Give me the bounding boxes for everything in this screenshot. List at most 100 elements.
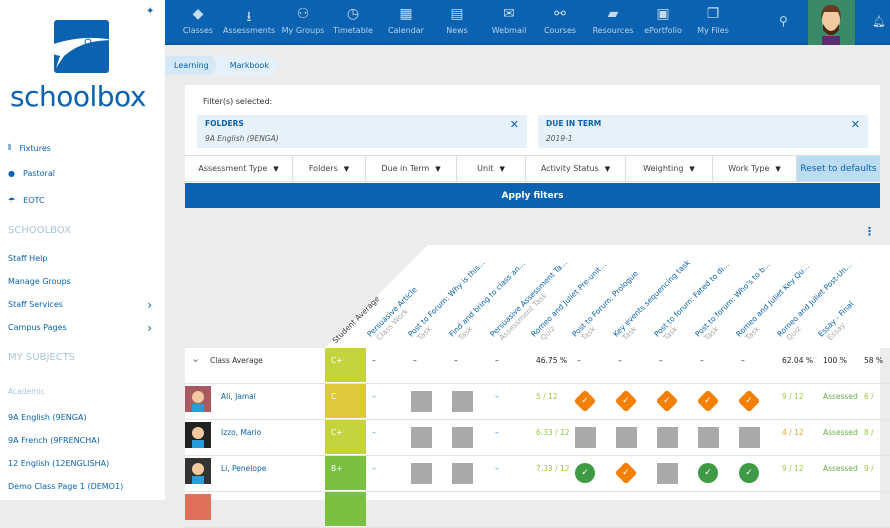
empty-mark[interactable]: – xyxy=(495,464,499,473)
not-submitted-mark[interactable] xyxy=(411,391,432,412)
subject-link[interactable]: 9A French (9FRENCHA) xyxy=(8,436,158,445)
link-campus-pages[interactable]: Campus Pages › xyxy=(8,320,158,335)
nav-calendar[interactable]: ▦ Calendar xyxy=(380,6,432,35)
not-submitted-mark[interactable] xyxy=(657,463,678,484)
not-submitted-mark[interactable] xyxy=(616,427,637,448)
mark-value[interactable]: 8 / xyxy=(864,428,874,437)
dropdown-work-type[interactable]: Work Type ▼ xyxy=(713,156,797,181)
not-submitted-mark[interactable] xyxy=(411,427,432,448)
mark-value[interactable]: 6 / xyxy=(864,392,874,401)
nav-label: Resources xyxy=(592,26,634,35)
nav-label: Classes xyxy=(182,26,214,35)
mark-value[interactable]: 6.33 / 12 xyxy=(536,428,570,437)
assessments-icon: ⭳ xyxy=(246,9,252,25)
nav-my-groups[interactable]: ⚇ My Groups xyxy=(277,6,329,35)
student-avatar xyxy=(185,386,211,412)
close-icon[interactable]: ✕ xyxy=(509,118,519,131)
filters-panel: Filter(s) selected: FOLDERS 9A English (9… xyxy=(185,85,880,208)
link-staff-help[interactable]: Staff Help xyxy=(8,254,158,263)
pin-icon[interactable]: ✦ xyxy=(146,6,155,17)
nav-my-files[interactable]: ❐ My Files xyxy=(687,6,739,35)
mark-value[interactable]: Assessed xyxy=(823,464,858,473)
label: Demo Class Page 1 (DEMO1) xyxy=(8,482,124,491)
search-icon[interactable]: ⚲ xyxy=(779,14,788,28)
mark-value[interactable]: 5 / 12 xyxy=(536,392,558,401)
grade-badge: C+ xyxy=(325,348,366,383)
chevron-right-icon[interactable]: › xyxy=(147,297,152,312)
nav-timetable[interactable]: ◷ Timetable xyxy=(327,6,379,35)
student-name[interactable]: Ali, Jamal xyxy=(221,392,256,401)
nav-classes[interactable]: ◆ Classes xyxy=(172,6,224,35)
not-submitted-mark[interactable] xyxy=(657,427,678,448)
empty-mark[interactable]: – xyxy=(495,428,499,437)
nav-webmail[interactable]: ✉ Webmail xyxy=(483,6,535,35)
subject-link[interactable]: 12 English (12ENGLISHA) xyxy=(8,459,158,468)
dropdown-weighting[interactable]: Weighting ▼ xyxy=(626,156,713,181)
dropdown-assessment-type[interactable]: Assessment Type ▼ xyxy=(185,156,293,181)
dropdown-label: Work Type xyxy=(728,164,770,173)
empty-mark[interactable]: – xyxy=(372,392,376,401)
link-manage-groups[interactable]: Manage Groups xyxy=(8,277,158,286)
late-submission-icon[interactable]: ✓ xyxy=(655,389,679,413)
empty-mark[interactable]: – xyxy=(372,464,376,473)
breadcrumb-learning[interactable]: Learning xyxy=(165,56,218,75)
close-icon[interactable]: ✕ xyxy=(850,118,860,131)
mark-value[interactable]: Assessed xyxy=(823,428,858,437)
grade-badge xyxy=(325,492,366,527)
not-submitted-mark[interactable] xyxy=(698,427,719,448)
apply-filters-button[interactable]: Apply filters xyxy=(185,183,880,208)
user-avatar[interactable] xyxy=(808,0,855,45)
submitted-check-icon[interactable]: ✓ xyxy=(698,463,718,483)
chevron-right-icon[interactable]: › xyxy=(147,320,152,335)
bell-icon[interactable]: 🔔︎ xyxy=(872,15,886,28)
submitted-check-icon[interactable]: ✓ xyxy=(739,463,759,483)
not-submitted-mark[interactable] xyxy=(452,463,473,484)
student-name[interactable]: Li, Penelope xyxy=(221,464,267,473)
mark-value[interactable]: 7.33 / 12 xyxy=(536,464,570,473)
more-options-icon[interactable]: ⋮ xyxy=(864,225,875,238)
not-submitted-mark[interactable] xyxy=(452,427,473,448)
subject-link[interactable]: 9A English (9ENGA) xyxy=(8,413,158,422)
nav-assessments[interactable]: ⭳ Assessments xyxy=(223,6,275,35)
late-submission-icon[interactable]: ✓ xyxy=(614,389,638,413)
not-submitted-mark[interactable] xyxy=(739,427,760,448)
subject-link[interactable]: Demo Class Page 1 (DEMO1) xyxy=(8,482,158,491)
nav-resources[interactable]: ▰ Resources xyxy=(587,6,639,35)
mark-value[interactable]: Assessed xyxy=(823,392,858,401)
submitted-check-icon[interactable]: ✓ xyxy=(575,463,595,483)
mark-value[interactable]: 9 / 12 xyxy=(782,392,804,401)
caret-down-icon: ▼ xyxy=(273,164,279,173)
sidebar-item-fixtures[interactable]: ⦀ Fixtures xyxy=(8,143,158,153)
dropdown-due-in-term[interactable]: Due in Term ▼ xyxy=(366,156,457,181)
mark-value[interactable]: 9 / 12 xyxy=(782,464,804,473)
link-staff-services[interactable]: Staff Services › xyxy=(8,297,158,312)
sidebar-item-pastoral[interactable]: ● Pastoral xyxy=(8,169,158,178)
top-nav xyxy=(165,0,890,45)
late-submission-icon[interactable]: ✓ xyxy=(573,389,597,413)
reset-defaults-button[interactable]: Reset to defaults xyxy=(797,156,880,181)
breadcrumb-markbook[interactable]: Markbook xyxy=(215,56,278,75)
table-row: Izzo, Mario C+ – –6.33 / 12 4 / 12 Assessed 8… xyxy=(185,420,890,456)
not-submitted-mark[interactable] xyxy=(411,463,432,484)
empty-mark[interactable]: – xyxy=(372,428,376,437)
student-name[interactable]: Izzo, Mario xyxy=(221,428,262,437)
late-submission-icon[interactable]: ✓ xyxy=(696,389,720,413)
dropdown-activity-status[interactable]: Activity Status ▼ xyxy=(526,156,626,181)
empty-mark[interactable]: – xyxy=(495,392,499,401)
nav-courses[interactable]: ⚯ Courses xyxy=(534,6,586,35)
not-submitted-mark[interactable] xyxy=(575,427,596,448)
sidebar-item-eotc[interactable]: ☂ EOTC xyxy=(8,196,158,205)
nav-news[interactable]: ▤ News xyxy=(431,6,483,35)
caret-down-icon: ▼ xyxy=(604,164,611,173)
late-submission-icon[interactable]: ✓ xyxy=(614,461,638,485)
mark-value[interactable]: 9 / xyxy=(864,464,874,473)
dropdown-unit[interactable]: Unit ▼ xyxy=(457,156,526,181)
not-submitted-mark[interactable] xyxy=(452,391,473,412)
calendar-icon: ▦ xyxy=(399,6,413,22)
dropdown-folders[interactable]: Folders ▼ xyxy=(293,156,366,181)
chevron-down-icon[interactable]: ⌄ xyxy=(191,352,201,365)
news-icon: ▤ xyxy=(450,6,464,22)
mark-value[interactable]: 4 / 12 xyxy=(782,428,804,437)
nav-eportfolio[interactable]: ▣ ePortfolio xyxy=(637,6,689,35)
late-submission-icon[interactable]: ✓ xyxy=(737,389,761,413)
